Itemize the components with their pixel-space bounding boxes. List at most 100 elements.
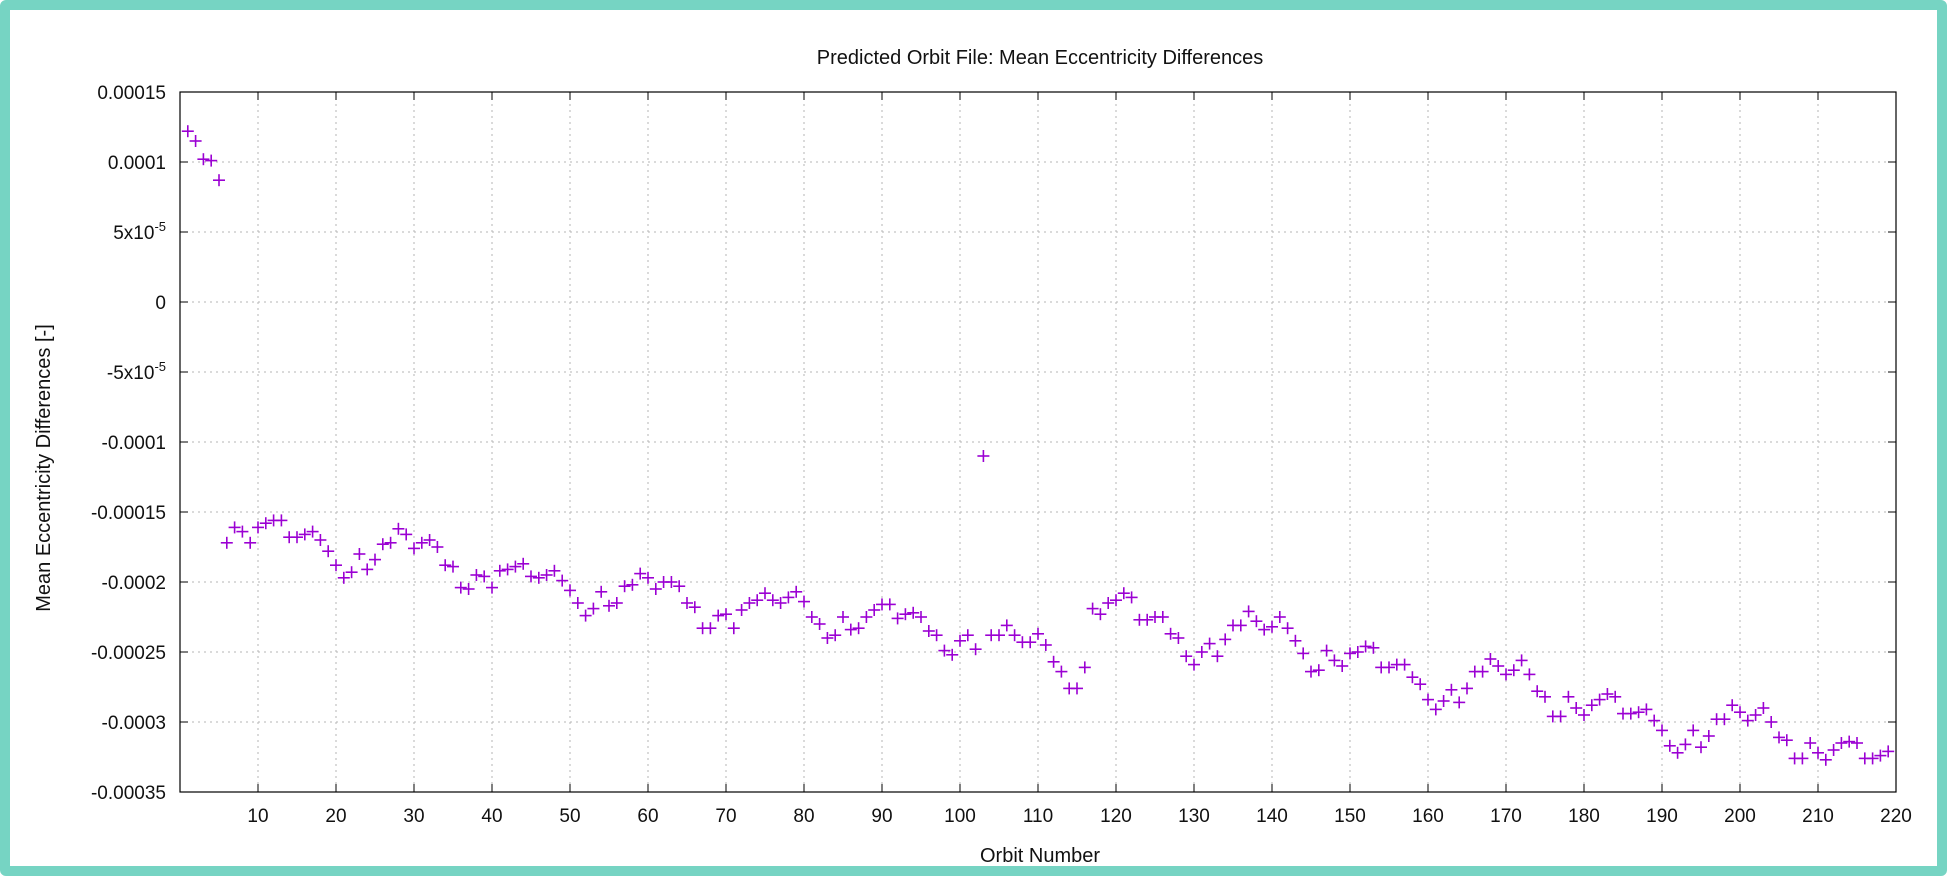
data-point — [1539, 690, 1551, 703]
data-point — [1554, 710, 1567, 723]
data-point — [766, 594, 779, 607]
data-point — [548, 564, 561, 577]
data-point — [1219, 633, 1232, 646]
data-point — [1032, 627, 1044, 640]
data-point — [938, 644, 951, 657]
data-point — [1749, 709, 1762, 721]
data-point — [1648, 714, 1661, 727]
data-point — [1741, 714, 1754, 727]
data-point — [1461, 682, 1473, 695]
data-point — [1211, 650, 1224, 663]
data-point — [322, 545, 335, 558]
x-tick-label: 150 — [1334, 806, 1366, 827]
data-point — [1874, 749, 1887, 762]
data-point — [1851, 737, 1863, 749]
x-axis-title: Orbit Number — [980, 845, 1100, 867]
data-point — [1523, 668, 1536, 681]
data-point — [891, 612, 904, 625]
data-point — [1094, 608, 1107, 621]
data-point — [376, 538, 389, 551]
data-point — [681, 597, 693, 609]
data-point — [314, 534, 327, 546]
y-tick-label: 5x10-5 — [113, 219, 166, 244]
data-point — [369, 553, 381, 566]
data-point — [189, 135, 202, 147]
data-point — [1422, 693, 1434, 706]
data-point — [1671, 746, 1684, 759]
data-point — [462, 583, 475, 595]
data-point — [1203, 637, 1216, 650]
data-point — [1695, 741, 1707, 754]
x-tick-label: 110 — [1023, 806, 1053, 827]
data-point — [712, 609, 725, 622]
data-point — [1734, 706, 1746, 719]
x-tick-label: 160 — [1412, 806, 1444, 827]
data-point — [1351, 646, 1364, 658]
data-point — [626, 578, 639, 591]
y-tick-label: -0.0003 — [102, 713, 166, 734]
data-point — [1250, 615, 1263, 628]
data-point — [1086, 602, 1099, 615]
data-point — [1718, 713, 1731, 726]
data-point — [1266, 620, 1278, 633]
data-point — [1578, 709, 1590, 721]
data-point — [618, 580, 631, 593]
data-point — [1827, 744, 1840, 756]
data-point — [197, 153, 210, 166]
data-point — [439, 559, 452, 572]
data-point — [1344, 647, 1356, 660]
data-point — [1305, 665, 1317, 678]
data-point — [1047, 655, 1060, 668]
data-point — [1117, 587, 1130, 600]
data-point — [181, 125, 194, 138]
data-point — [1437, 695, 1450, 707]
data-point — [634, 567, 647, 580]
x-tick-label: 190 — [1646, 806, 1678, 827]
data-point — [1819, 753, 1832, 766]
data-point — [603, 599, 615, 612]
data-point — [735, 604, 748, 616]
data-point — [868, 604, 881, 616]
data-point — [205, 154, 218, 167]
data-point — [1336, 660, 1349, 672]
data-point — [930, 629, 943, 642]
x-tick-label: 200 — [1724, 806, 1756, 827]
y-tick-label: -0.0002 — [102, 573, 166, 594]
x-tick-label: 80 — [793, 806, 814, 827]
data-point — [922, 625, 935, 637]
data-point — [790, 585, 803, 598]
y-tick-label: 0.00015 — [97, 83, 166, 104]
data-point — [954, 634, 966, 647]
data-point — [1882, 745, 1895, 758]
data-point — [298, 528, 311, 541]
data-point — [1156, 611, 1169, 623]
y-tick-label: -0.00035 — [91, 783, 166, 804]
data-point — [642, 571, 654, 584]
x-tick-label: 20 — [325, 806, 346, 827]
data-point — [1320, 644, 1333, 657]
data-point — [993, 629, 1005, 642]
x-tick-label: 170 — [1490, 806, 1522, 827]
data-point — [1071, 682, 1083, 695]
data-point — [1773, 731, 1785, 744]
data-point — [517, 557, 530, 570]
data-point — [1008, 629, 1021, 642]
data-point — [1500, 668, 1512, 681]
x-tick-label: 70 — [715, 806, 736, 827]
data-point — [1188, 658, 1200, 671]
data-point — [704, 622, 717, 635]
x-tick-label: 30 — [403, 806, 424, 827]
x-tick-label: 10 — [247, 806, 268, 827]
data-point — [1328, 654, 1341, 667]
data-point — [782, 591, 795, 604]
x-tick-label: 220 — [1880, 806, 1912, 827]
data-point — [1398, 658, 1411, 671]
data-point — [813, 618, 826, 630]
data-point — [1663, 739, 1676, 752]
data-point — [1593, 693, 1606, 706]
data-point — [743, 597, 756, 609]
data-point — [556, 574, 569, 587]
data-point — [1570, 702, 1583, 714]
data-point — [1110, 594, 1122, 607]
